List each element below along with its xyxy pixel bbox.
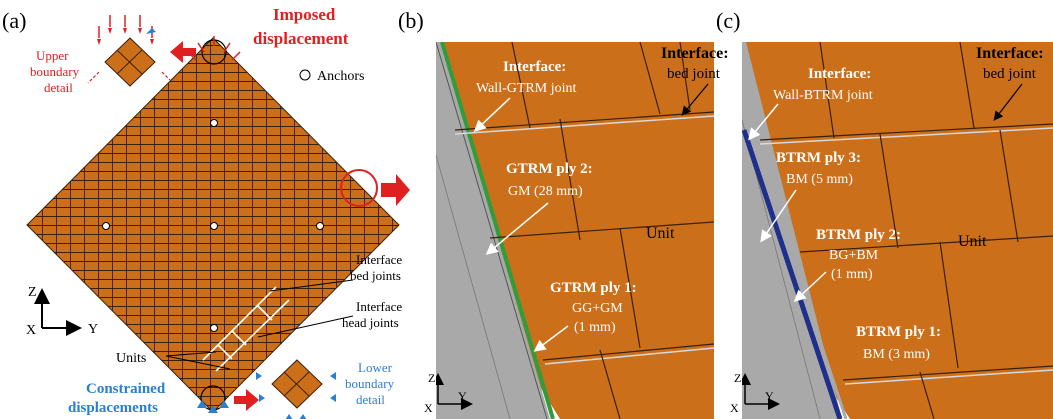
b-interface-title: Interface: — [661, 45, 729, 62]
c-ply3-value: BM (5 mm) — [786, 172, 853, 187]
imposed-label-1: Imposed — [273, 5, 336, 24]
panel-b: (b) Z — [398, 8, 729, 419]
b-wall-title: Interface: — [503, 59, 566, 75]
lower-boundary-detail — [256, 359, 336, 419]
panel-c: (c) Z X Y Interface: bed jo — [716, 8, 1053, 419]
b-ply1-line2: (1 mm) — [574, 320, 616, 335]
c-ply2-line1: BG+BM — [829, 248, 879, 263]
interface-callouts — [165, 279, 354, 370]
gray-ply-b — [436, 42, 550, 419]
gtrm-ply-line — [440, 42, 555, 419]
highlighted-joints — [202, 286, 290, 372]
constrained-label-2: displacements — [68, 400, 158, 416]
interface-bed-label-2: bed joints — [350, 268, 401, 283]
units-label: Units — [116, 351, 146, 366]
axis-c-y: Y — [765, 389, 774, 403]
lower-detail-label-3: detail — [356, 392, 385, 407]
upper-detail-label-3: detail — [44, 80, 73, 95]
imposed-label-2: displacement — [253, 29, 349, 48]
axis-a-z: Z — [28, 285, 37, 300]
panel-b-label: (b) — [398, 8, 424, 33]
btrm-ply-line — [742, 129, 843, 419]
anchors-legend-label: Anchors — [317, 69, 364, 84]
upper-detail-label-1: Upper — [36, 48, 69, 63]
axis-a-x: X — [26, 323, 36, 338]
c-interface-title: Interface: — [976, 45, 1044, 62]
c-wall-value: Wall-BTRM joint — [773, 88, 873, 103]
lower-detail-arrow — [234, 389, 259, 411]
gray-ply-c — [742, 42, 842, 419]
edge-detail-marker — [340, 169, 378, 207]
panel-a-label: (a) — [2, 8, 26, 33]
panel-a: (a) Imposed displacement — [2, 5, 410, 419]
anchors-legend-icon — [299, 69, 311, 81]
upper-detail-arrow — [170, 41, 196, 63]
interface-bed-label-1: Interface — [356, 252, 402, 267]
interface-head-label-1: Interface — [356, 299, 402, 314]
c-ply1-value: BM (3 mm) — [863, 347, 930, 362]
constrained-label-1: Constrained — [86, 381, 166, 397]
edge-arrow — [381, 174, 410, 206]
lower-detail-label-1: Lower — [358, 360, 393, 375]
upper-detail-label-2: boundary — [30, 64, 80, 79]
anchor-points — [102, 119, 324, 332]
lower-detail-label-2: boundary — [345, 376, 395, 391]
constraint-supports — [197, 400, 229, 413]
c-ply1-title: BTRM ply 1: — [856, 324, 941, 340]
interface-head-label-2: head joints — [342, 315, 399, 330]
c-unit: Unit — [958, 233, 987, 250]
panel-c-label: (c) — [716, 8, 740, 33]
b-interface-value: bed joint — [667, 66, 721, 82]
upper-boundary-detail — [87, 15, 196, 87]
axis-c-z: Z — [734, 371, 741, 385]
axes-a — [34, 288, 82, 336]
b-ply1-title: GTRM ply 1: — [550, 280, 637, 296]
b-wall-value: Wall-GTRM joint — [476, 81, 576, 96]
c-interface-value: bed joint — [983, 66, 1037, 82]
c-ply2-title: BTRM ply 2: — [816, 227, 901, 243]
axis-a-y: Y — [88, 322, 98, 337]
c-ply2-line2: (1 mm) — [831, 267, 873, 282]
b-ply2-title: GTRM ply 2: — [506, 161, 593, 177]
b-ply1-line1: GG+GM — [572, 301, 623, 316]
c-wall-title: Interface: — [808, 66, 871, 82]
axis-b-x: X — [424, 401, 433, 415]
axis-c-x: X — [730, 401, 739, 415]
axis-b-z: Z — [428, 371, 435, 385]
b-unit: Unit — [646, 225, 675, 242]
axis-b-y: Y — [458, 389, 467, 403]
c-ply3-title: BTRM ply 3: — [776, 150, 861, 166]
b-ply2-value: GM (28 mm) — [508, 184, 583, 199]
